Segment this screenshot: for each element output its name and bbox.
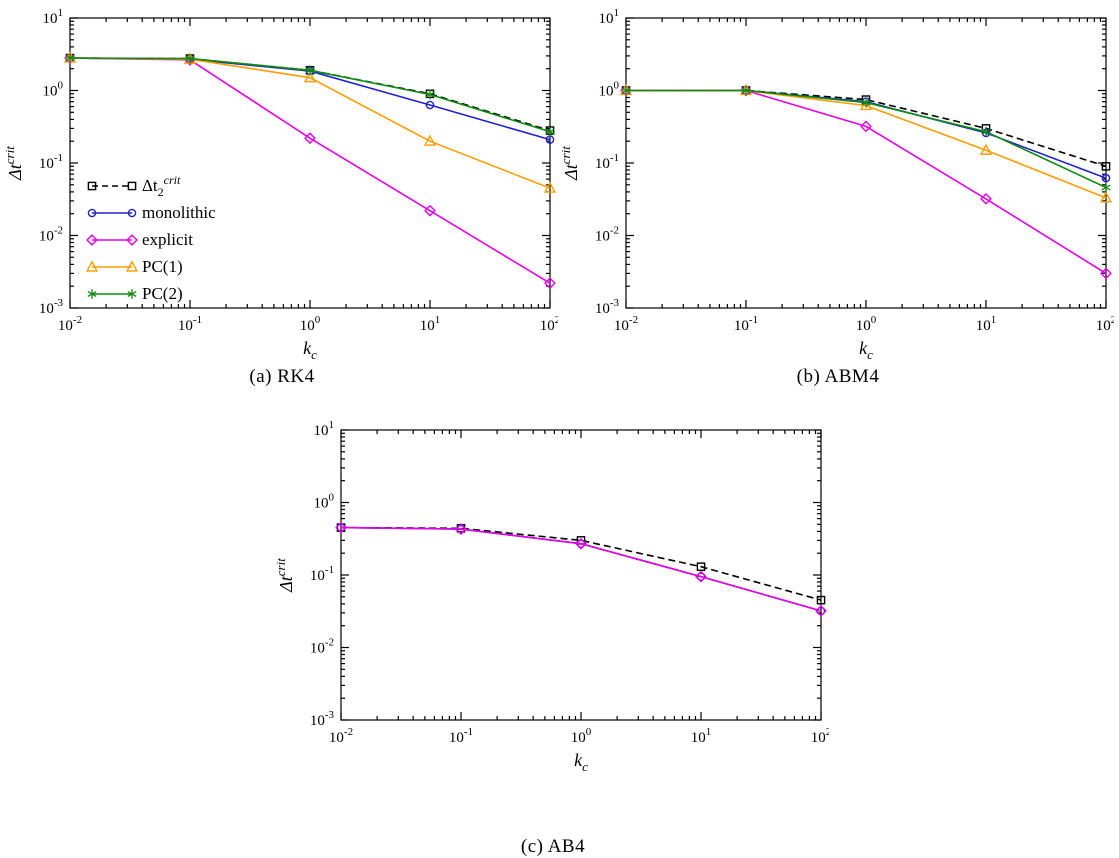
series-line <box>69 57 551 189</box>
y-tick-label: 10-3 <box>595 297 620 317</box>
y-tick-label: 101 <box>314 419 335 439</box>
diamond-marker <box>335 521 347 534</box>
chart-abm4: 10-2 10-1 100 101 102 10-3 10-2 10-1 100 101 kc Δtc… <box>562 2 1114 388</box>
caption-a: (a) RK4 <box>249 366 315 387</box>
x-tick-label: 100 <box>571 726 592 746</box>
x-tick-label: 10-2 <box>58 314 82 334</box>
square-marker <box>816 595 826 605</box>
x-tick-label: 10-1 <box>734 314 758 334</box>
triangle-marker <box>85 260 99 272</box>
x-tick-label: 101 <box>420 314 441 334</box>
triangle-marker <box>859 98 873 111</box>
x-axis-label: kc <box>859 338 873 362</box>
legend-label: PC(2) <box>142 284 183 303</box>
x-tick-label: 102 <box>811 726 829 746</box>
y-axis-label: Δtcrit <box>562 146 581 181</box>
y-tick-label: 10-1 <box>310 564 334 584</box>
x-tick-label: 102 <box>1096 314 1114 334</box>
diamond-marker <box>126 234 138 246</box>
caption-c: (c) AB4 <box>520 836 586 857</box>
diamond-marker <box>575 537 587 550</box>
plot-frame <box>340 429 822 721</box>
diamond-marker <box>815 604 827 617</box>
plot-frame <box>69 17 551 309</box>
y-tick-label: 10-3 <box>310 709 335 729</box>
square-marker <box>87 181 97 191</box>
circle-marker <box>127 208 137 218</box>
plot-frame <box>625 17 1107 309</box>
x-axis-label: kc <box>574 750 588 774</box>
y-tick-label: 100 <box>599 80 620 100</box>
legend-label: explicit <box>142 230 193 249</box>
y-tick-label: 101 <box>599 7 620 27</box>
legend-label: PC(1) <box>142 257 183 276</box>
x-tick-label: 101 <box>691 726 712 746</box>
x-tick-label: 102 <box>540 314 558 334</box>
caption-b: (b) ABM4 <box>796 366 880 387</box>
circle-marker <box>1101 173 1111 183</box>
square-marker <box>696 562 706 572</box>
x-tick-label: 100 <box>856 314 877 334</box>
triangle-marker <box>543 181 557 193</box>
y-axis-label: Δtcrit <box>277 558 296 593</box>
square-marker <box>1101 161 1111 171</box>
series-line <box>340 526 822 612</box>
square-marker <box>127 181 137 191</box>
chart-rk4: 10-2 10-1 100 101 102 10-3 10-2 10-1 100 101 kc Δtc… <box>6 2 558 388</box>
legend-label: monolithic <box>142 203 216 222</box>
chart-ab4-canvas: 10-2 10-1 100 101 10210-310-210-1100101kcΔtc… <box>277 419 829 774</box>
triangle-marker <box>979 143 993 155</box>
diamond-marker <box>86 234 98 246</box>
diamond-marker <box>455 523 467 535</box>
y-tick-label: 10-3 <box>39 297 64 317</box>
diamond-marker <box>980 192 992 205</box>
diamond-marker <box>304 132 316 145</box>
y-axis-label: Δtcrit <box>6 146 25 181</box>
circle-marker <box>425 100 435 110</box>
series-line <box>69 57 551 284</box>
circle-marker <box>816 606 826 616</box>
chart-ab4: 10-2 10-1 100 101 102 10-3 10-2 10-1 100 101 kc Δtc… <box>277 414 829 858</box>
y-tick-label: 10-2 <box>39 225 63 245</box>
chart-rk4-canvas: 10-2 10-1 100 101 10210-310-210-1100101kcΔtc… <box>6 7 558 362</box>
x-tick-label: 10-2 <box>614 314 638 334</box>
circle-marker <box>87 208 97 218</box>
y-tick-label: 100 <box>314 492 335 512</box>
triangle-marker <box>1099 191 1113 203</box>
y-tick-label: 10-1 <box>595 152 619 172</box>
diamond-marker <box>544 277 556 290</box>
x-tick-label: 10-1 <box>449 726 473 746</box>
diamond-marker <box>1100 267 1112 280</box>
x-tick-label: 100 <box>300 314 321 334</box>
circle-marker <box>696 572 706 581</box>
x-axis-label: kc <box>303 338 317 362</box>
chart-abm4-canvas: 10-2 10-1 100 101 10210-310-210-1100101kcΔtc… <box>562 7 1114 362</box>
diamond-marker <box>860 120 872 133</box>
diamond-marker <box>424 204 436 217</box>
y-tick-label: 101 <box>43 7 64 27</box>
y-tick-label: 10-1 <box>39 152 63 172</box>
triangle-marker <box>125 260 139 272</box>
x-tick-label: 101 <box>976 314 997 334</box>
diamond-marker <box>695 570 707 583</box>
y-tick-label: 10-2 <box>595 225 619 245</box>
triangle-marker <box>303 71 317 83</box>
series-line <box>626 89 1107 275</box>
x-tick-label: 10-1 <box>178 314 202 334</box>
x-tick-label: 10-2 <box>329 726 353 746</box>
y-tick-label: 10-2 <box>310 637 334 657</box>
y-tick-label: 100 <box>43 80 64 100</box>
triangle-marker <box>423 134 437 146</box>
legend-label: Δt2crit <box>142 173 181 199</box>
